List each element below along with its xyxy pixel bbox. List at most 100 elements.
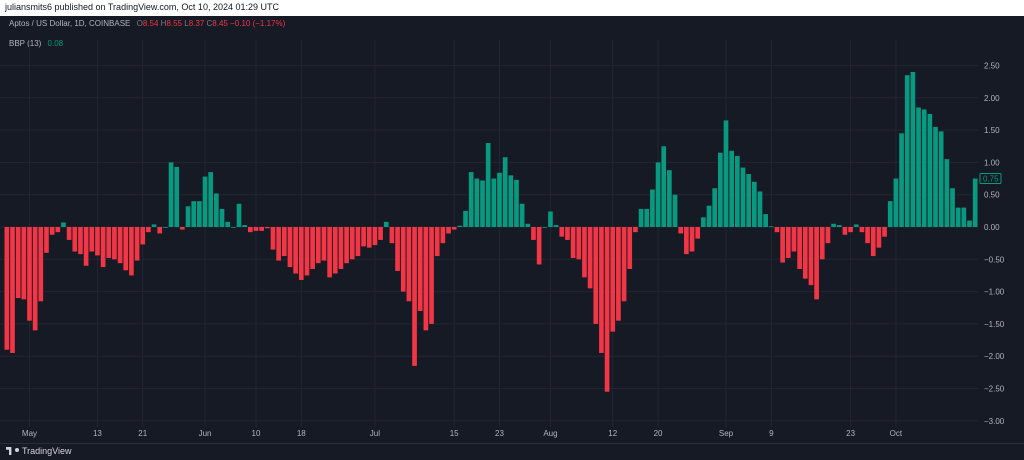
histogram-bar xyxy=(44,227,49,253)
histogram-bar xyxy=(825,227,831,244)
y-tick-label: 0.00 xyxy=(984,223,1000,232)
histogram-bar xyxy=(604,227,610,392)
histogram-bar xyxy=(231,227,236,228)
high-value: 8.55 xyxy=(166,19,183,28)
x-tick-label: 23 xyxy=(495,429,504,438)
histogram-bar xyxy=(514,179,519,227)
x-tick-label: Aug xyxy=(543,429,557,438)
histogram-bar xyxy=(887,201,893,227)
histogram-bar xyxy=(304,227,310,276)
histogram-bar xyxy=(151,224,157,227)
x-tick-label: 23 xyxy=(846,429,855,438)
bbp-histogram-chart[interactable]: 2.50 2.00 1.50 1.00 0.50 0.00 −0.50 −1.00 −1.50 −… xyxy=(0,0,1024,443)
histogram-bar xyxy=(406,227,412,302)
histogram-bar xyxy=(684,227,689,255)
histogram-bar xyxy=(163,227,168,228)
histogram-bar xyxy=(740,167,746,227)
histogram-bar xyxy=(372,227,378,246)
histogram-bar xyxy=(661,146,667,227)
histogram-bar xyxy=(916,107,921,227)
y-tick-label: 1.00 xyxy=(984,158,1000,167)
histogram-bar xyxy=(202,176,208,227)
histogram-bar xyxy=(780,227,785,263)
tradingview-logo[interactable]: TradingView xyxy=(6,446,72,456)
histogram-bar xyxy=(55,227,61,233)
histogram-bar xyxy=(327,227,332,278)
histogram-bar xyxy=(423,227,429,331)
histogram-bar xyxy=(616,227,621,321)
indicator-legend[interactable]: BBP (13) 0.08 xyxy=(9,39,63,48)
histogram-bar xyxy=(474,178,480,227)
publish-text: juliansmits6 published on TradingView.co… xyxy=(5,2,279,12)
histogram-bar xyxy=(248,227,253,233)
histogram-bar xyxy=(287,227,293,268)
x-tick-label: Jun xyxy=(199,429,212,438)
histogram-bar xyxy=(819,227,825,260)
histogram-bar xyxy=(672,194,678,227)
histogram-bar xyxy=(225,221,231,227)
histogram-bar xyxy=(429,227,434,324)
histogram-bar xyxy=(836,225,842,227)
y-tick-label: −2.50 xyxy=(984,385,1005,394)
x-tick-label: 15 xyxy=(450,429,459,438)
symbol-name: Aptos / US Dollar, 1D, COINBASE xyxy=(9,19,131,28)
histogram-bar xyxy=(417,227,423,311)
histogram-bar xyxy=(140,227,146,245)
histogram-bar xyxy=(870,227,876,257)
histogram-bar xyxy=(644,208,650,227)
histogram-bar xyxy=(83,227,89,266)
histogram-bar xyxy=(667,170,672,227)
histogram-bar xyxy=(117,227,123,264)
histogram-bar xyxy=(751,181,757,227)
histogram-bar xyxy=(576,227,582,260)
low-value: 8.37 xyxy=(188,19,205,28)
histogram-bar xyxy=(689,227,695,252)
histogram-bar xyxy=(972,178,978,227)
close-label: C xyxy=(206,19,213,28)
histogram-bar xyxy=(802,227,808,279)
histogram-bar xyxy=(763,214,768,227)
histogram-bar xyxy=(695,227,701,239)
histogram-bar xyxy=(599,227,604,353)
histogram-bar xyxy=(593,227,599,324)
histogram-bar xyxy=(242,225,247,227)
histogram-bar xyxy=(485,143,491,227)
histogram-bar xyxy=(100,227,106,268)
histogram-bar xyxy=(129,227,134,276)
histogram-bar xyxy=(582,227,587,278)
x-tick-label: Sep xyxy=(719,429,734,438)
histogram-bar xyxy=(253,227,259,231)
histogram-bar xyxy=(757,191,763,227)
histogram-bar xyxy=(701,217,706,227)
histogram-bar xyxy=(508,175,514,227)
histogram-bar xyxy=(944,159,950,227)
x-tick-label: 18 xyxy=(297,429,306,438)
histogram-bar xyxy=(168,162,174,227)
histogram-bar xyxy=(66,227,72,240)
histogram-bar xyxy=(134,227,140,261)
histogram-bar xyxy=(859,227,865,233)
histogram-bar xyxy=(27,227,32,321)
price-change: −0.10 (−1.17%) xyxy=(230,19,286,28)
y-tick-label: −2.00 xyxy=(984,352,1005,361)
histogram-bar xyxy=(332,227,338,274)
histogram-bar xyxy=(389,227,395,244)
histogram-bar xyxy=(344,227,349,264)
histogram-bar xyxy=(712,188,718,227)
histogram-bar xyxy=(4,227,10,350)
x-tick-label: Oct xyxy=(890,429,903,438)
histogram-bar xyxy=(565,227,570,240)
histogram-bar xyxy=(633,227,638,233)
last-value-label: 0.75 xyxy=(983,175,999,184)
histogram-bar xyxy=(853,224,859,227)
histogram-bar xyxy=(383,221,389,227)
histogram-bar xyxy=(955,207,961,227)
publish-bar: juliansmits6 published on TradingView.co… xyxy=(0,0,1024,16)
histogram-bar xyxy=(197,201,202,227)
histogram-bar xyxy=(38,227,44,302)
histogram-bar xyxy=(519,203,525,227)
histogram-bar xyxy=(927,113,933,227)
histogram-bar xyxy=(638,208,644,227)
histogram-bar xyxy=(10,227,15,353)
footer-bar xyxy=(0,443,1024,460)
